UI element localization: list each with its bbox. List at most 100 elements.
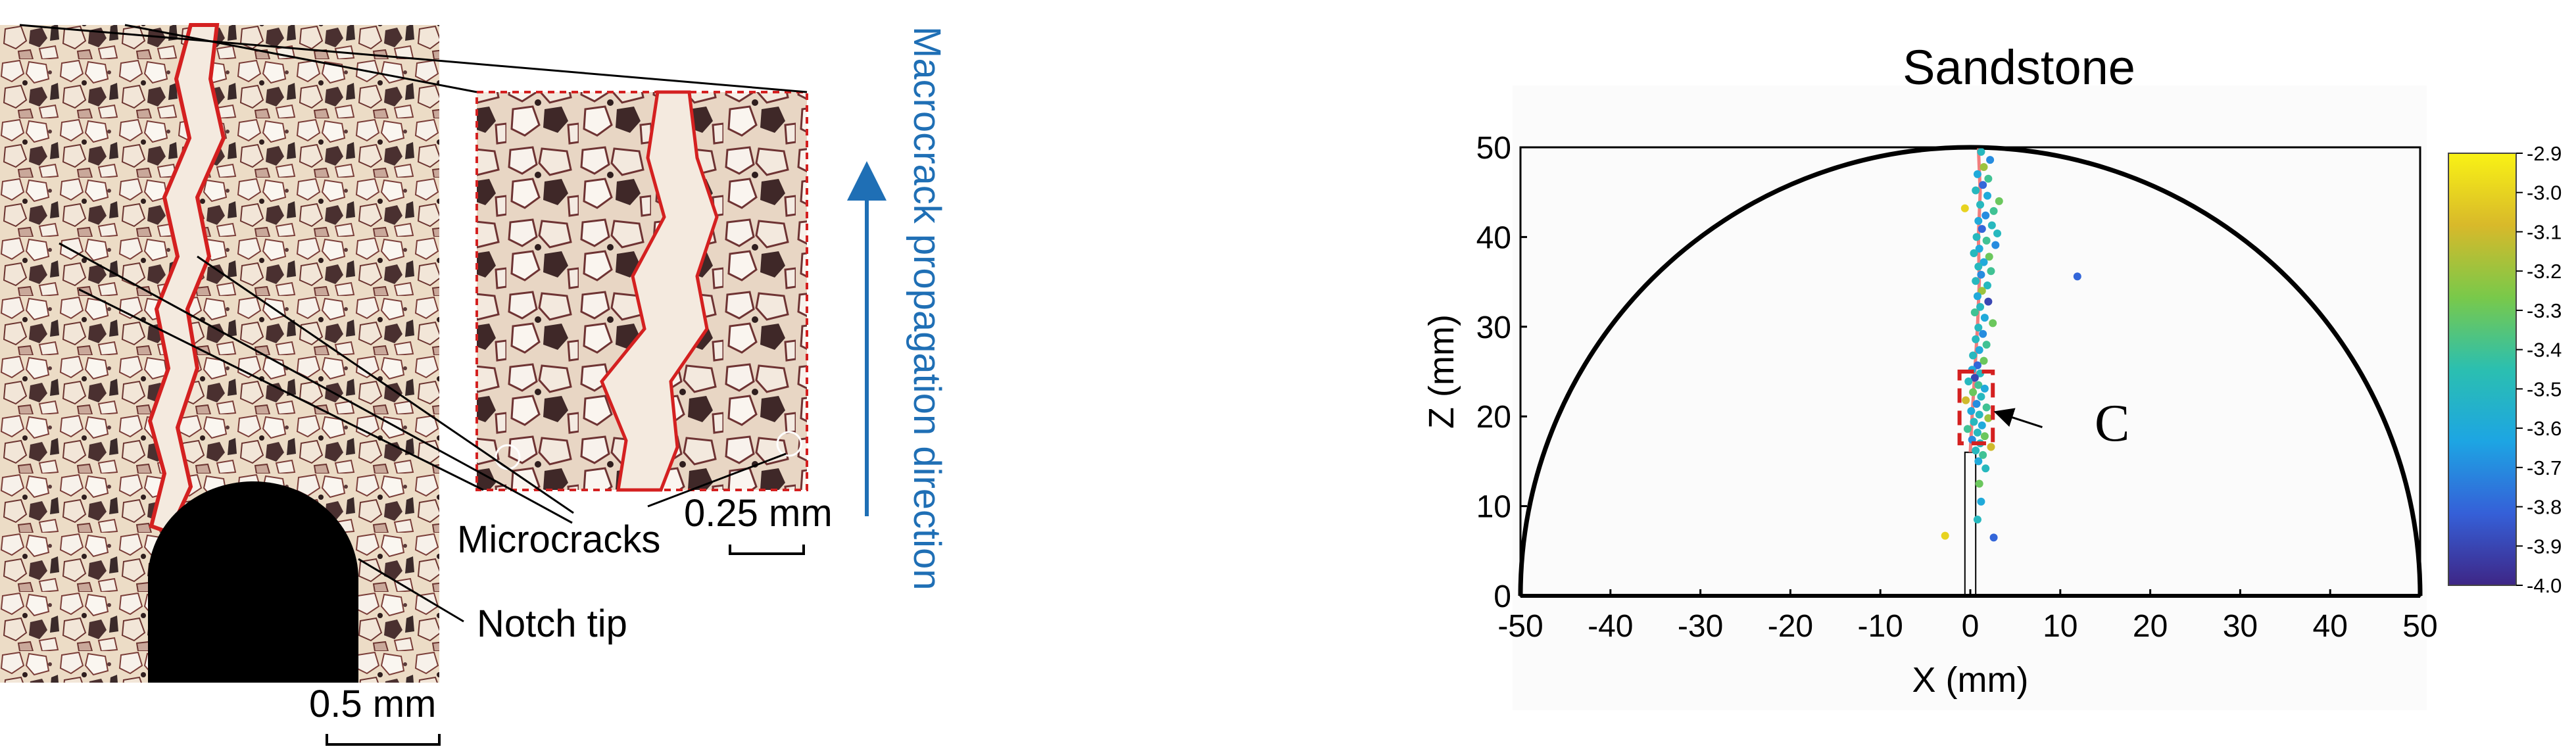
ae-event-point — [1975, 410, 1983, 419]
ae-event-point — [1972, 447, 1980, 455]
ae-event-point — [1964, 377, 1973, 386]
colorbar-tick-label: -3.7 — [2527, 456, 2562, 479]
x-tick-label: -20 — [1768, 609, 1813, 644]
colorbar: -2.9 -3.0 -3.1 -3.2 -3.3 -3.4 -3.5 -3.6 -3.7 -3.8… — [2448, 142, 2562, 597]
ae-event-point — [1975, 346, 1983, 354]
ae-event-point — [1984, 174, 1993, 183]
colorbar-gradient — [2448, 153, 2517, 586]
ae-event-point — [1973, 428, 1981, 437]
ae-event-point — [1983, 191, 1991, 200]
ae-event-point — [1972, 233, 1981, 241]
ae-event-point — [1980, 314, 1989, 322]
ae-event-point — [1981, 464, 1990, 473]
ae-event-point — [1986, 156, 1995, 164]
colorbar-tick-label: -3.3 — [2527, 299, 2562, 322]
x-tick-label: 50 — [2402, 609, 2437, 644]
ae-event-point — [1973, 170, 1981, 178]
microcracks-label: Microcracks — [457, 518, 660, 561]
colorbar-tick-label: -3.8 — [2527, 496, 2562, 519]
ae-event-point — [1969, 388, 1978, 397]
y-tick-label: 10 — [1476, 490, 1511, 525]
annotation-box — [1957, 370, 1995, 446]
ae-event-point — [2073, 272, 2081, 281]
inset-frame — [475, 91, 808, 491]
ae-event-point — [1970, 418, 1978, 426]
sandstone-chart: Sandstone X (mm) Z (mm) C -2.9 -3.0 -3.1 -3… — [1422, 40, 2562, 710]
ae-event-point — [1979, 329, 1987, 338]
ae-event-point — [1980, 163, 1988, 172]
ae-event-point — [1984, 414, 1993, 422]
ae-event-point — [1987, 443, 1995, 451]
x-tick-label: 10 — [2043, 609, 2078, 644]
leader-line — [59, 242, 573, 524]
x-tick-label: 40 — [2313, 609, 2348, 644]
x-tick-label: -50 — [1497, 609, 1543, 644]
notch-tip-label: Notch tip — [477, 602, 627, 645]
ae-event-point — [1993, 229, 2002, 237]
ae-event-point — [1980, 384, 1989, 393]
ae-event-point — [1977, 270, 1985, 279]
ae-event-point — [1995, 197, 2003, 205]
y-tick-label: 0 — [1494, 579, 1511, 614]
thin-section-panel: Microcracks Notch tip 0.25 mm 0.5 mm Mac… — [0, 23, 948, 746]
ae-event-point — [1972, 186, 1980, 195]
ae-event-point — [1974, 381, 1983, 389]
annotation-c-label: C — [2095, 395, 2129, 452]
ae-event-point — [1974, 216, 1983, 225]
ae-event-point — [1978, 287, 1986, 295]
chart-title: Sandstone — [1903, 40, 2135, 95]
ae-event-point — [1974, 324, 1983, 332]
ae-event-point — [1982, 341, 1991, 349]
colorbar-tick-label: -3.9 — [2527, 535, 2562, 558]
plot-area-background — [1513, 85, 2427, 710]
inset-scale-label: 0.25 mm — [684, 492, 833, 535]
colorbar-tick-label: -3.5 — [2527, 377, 2562, 401]
x-tick-label: 20 — [2133, 609, 2168, 644]
ae-event-point — [1987, 267, 1995, 276]
main-scale-bar — [326, 734, 441, 746]
ae-event-point — [1989, 206, 1998, 215]
ae-event-point — [1973, 516, 1981, 524]
x-tick-label: -40 — [1588, 609, 1633, 644]
ae-event-point — [1977, 497, 1985, 506]
ae-event-point — [1977, 393, 1985, 401]
colorbar-tick-label: -3.4 — [2527, 339, 2562, 362]
ae-event-point — [1982, 403, 1991, 412]
leader-line — [358, 558, 464, 623]
ae-event-point — [1975, 479, 1983, 488]
ae-event-point — [1972, 335, 1980, 343]
ae-event-point — [1980, 432, 1989, 441]
colorbar-tick-label: -4.0 — [2527, 574, 2562, 597]
y-tick-label: 30 — [1476, 310, 1511, 345]
ae-event-point — [1981, 211, 1990, 220]
ae-event-point — [1989, 533, 1998, 542]
microcrack-marker — [776, 431, 802, 457]
leader-line — [197, 255, 574, 514]
ae-event-point — [1969, 351, 1978, 360]
ae-event-point — [1973, 361, 1981, 370]
ae-event-point — [1982, 236, 1991, 245]
ae-event-point — [1978, 225, 1986, 233]
ae-event-point — [1976, 201, 1985, 209]
colorbar-tick-label: -3.2 — [2527, 260, 2562, 283]
notch-tip — [148, 481, 358, 683]
x-tick-label: -30 — [1678, 609, 1723, 644]
ae-event-point — [1989, 319, 1997, 328]
ae-event-point — [1976, 303, 1985, 311]
x-tick-label: 30 — [2223, 609, 2258, 644]
ae-event-point — [1975, 245, 1983, 253]
ae-event-point — [1977, 147, 1985, 156]
leader-line — [647, 452, 787, 508]
y-tick-label: 50 — [1476, 131, 1511, 166]
direction-label: Macrocrack propagation direction — [906, 26, 948, 591]
ae-event-point — [1979, 181, 1987, 189]
ae-event-point — [1978, 421, 1986, 429]
ae-event-point — [1962, 396, 1970, 404]
y-axis-label: Z (mm) — [1422, 314, 1461, 429]
colorbar-tick-label: -3.6 — [2527, 417, 2562, 440]
ae-event-point — [1960, 204, 1969, 212]
ae-event-point — [1984, 297, 1993, 306]
ae-event-point — [1979, 450, 1987, 459]
y-tick-label: 20 — [1476, 400, 1511, 435]
ae-event-point — [1970, 249, 1978, 257]
